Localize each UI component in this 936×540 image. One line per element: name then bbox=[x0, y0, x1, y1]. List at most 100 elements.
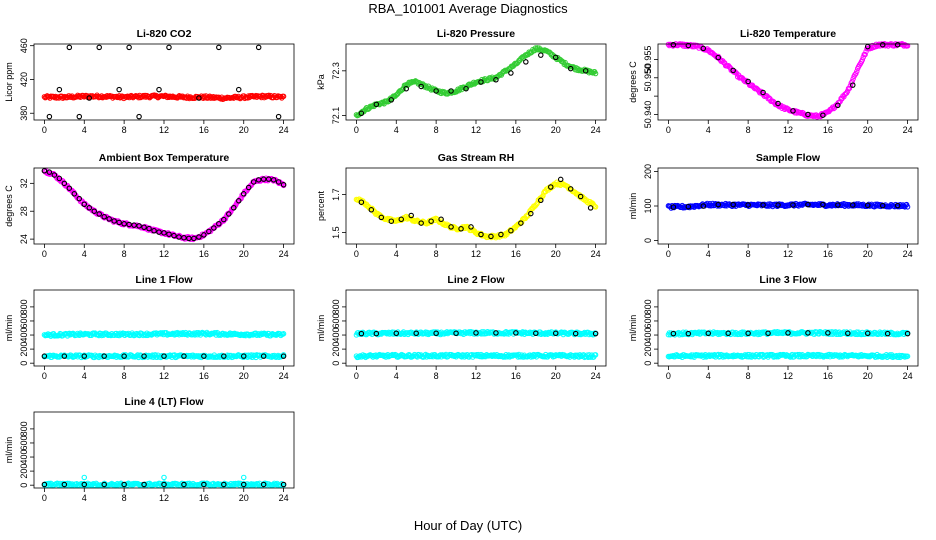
panel-title: Li-820 Pressure bbox=[437, 28, 515, 40]
y-tick-label: 0 bbox=[643, 361, 653, 366]
data-point bbox=[418, 83, 424, 90]
data-point bbox=[587, 205, 594, 211]
y-tick-label: 28 bbox=[19, 206, 29, 216]
data-point bbox=[864, 330, 871, 337]
y-tick-label: 0 bbox=[19, 483, 29, 488]
data-point bbox=[567, 65, 574, 72]
data-point bbox=[901, 353, 907, 359]
x-tick-label: 0 bbox=[354, 125, 359, 135]
data-point bbox=[533, 201, 540, 208]
data-point bbox=[81, 481, 88, 488]
data-point bbox=[181, 234, 187, 241]
data-point bbox=[433, 88, 439, 94]
panel-title: Line 2 Flow bbox=[447, 274, 505, 286]
data-point bbox=[76, 113, 83, 120]
y-tick-label: 200 bbox=[643, 164, 653, 179]
x-tick-label: 8 bbox=[122, 493, 127, 503]
data-point bbox=[216, 44, 222, 51]
x-tick-label: 8 bbox=[746, 125, 751, 135]
x-tick-label: 12 bbox=[783, 125, 793, 135]
series-1 bbox=[81, 474, 247, 481]
data-point bbox=[275, 179, 282, 185]
series-1 bbox=[670, 41, 901, 118]
panel-9: Line 4 (LT) Flow ml/min 0 4 8 12 16 20 24 0 200400… bbox=[4, 396, 295, 503]
data-point bbox=[280, 93, 287, 100]
x-tick-label: 24 bbox=[591, 371, 601, 381]
x-tick-label: 4 bbox=[82, 493, 87, 503]
data-point bbox=[186, 235, 192, 242]
y-tick-label: 32 bbox=[19, 178, 29, 188]
data-point bbox=[846, 85, 853, 92]
x-tick-label: 20 bbox=[863, 249, 873, 259]
data-point bbox=[260, 353, 267, 359]
y-tick-label: 0 bbox=[643, 238, 653, 243]
page-title: RBA_101001 Average Diagnostics bbox=[368, 1, 568, 16]
data-point bbox=[448, 88, 454, 94]
panel-3: Ambient Box Temperature degrees C 0 4 8 12 16 2… bbox=[4, 152, 295, 259]
data-point bbox=[146, 225, 152, 232]
series-2 bbox=[41, 481, 287, 488]
x-tick-label: 0 bbox=[42, 371, 47, 381]
data-point bbox=[879, 41, 886, 48]
data-point bbox=[280, 181, 287, 188]
y-tick-label: 380 bbox=[19, 106, 29, 121]
data-point bbox=[820, 201, 826, 208]
data-point bbox=[373, 101, 380, 108]
data-point bbox=[255, 44, 262, 51]
data-point bbox=[849, 78, 855, 85]
data-point bbox=[141, 353, 147, 359]
data-point bbox=[438, 216, 444, 223]
x-tick-label: 8 bbox=[122, 125, 127, 135]
data-point bbox=[825, 330, 831, 336]
data-point bbox=[725, 330, 731, 337]
panel-5: Sample Flow ml/min 0 4 8 12 16 20 24 0 100 200 bbox=[628, 152, 919, 259]
data-point bbox=[71, 191, 78, 197]
plot-frame bbox=[33, 43, 295, 121]
y-tick-label: 460 bbox=[19, 38, 29, 53]
x-tick-label: 16 bbox=[511, 125, 521, 135]
data-point bbox=[106, 216, 112, 222]
x-tick-label: 20 bbox=[239, 493, 249, 503]
x-tick-label: 8 bbox=[746, 249, 751, 259]
x-tick-label: 12 bbox=[159, 249, 169, 259]
panel-title: Line 4 (LT) Flow bbox=[124, 396, 204, 408]
data-point bbox=[141, 481, 147, 488]
series-0 bbox=[353, 351, 599, 361]
data-point bbox=[523, 59, 529, 65]
y-tick-label: 100 bbox=[643, 198, 653, 213]
data-point bbox=[413, 330, 419, 337]
data-point bbox=[540, 193, 546, 199]
data-point bbox=[850, 202, 856, 208]
data-point bbox=[221, 481, 227, 488]
data-point bbox=[538, 197, 544, 204]
data-point bbox=[86, 204, 93, 211]
x-tick-label: 16 bbox=[199, 249, 209, 259]
data-point bbox=[128, 482, 134, 488]
data-point bbox=[805, 330, 811, 336]
y-axis-label: percent bbox=[316, 190, 326, 221]
x-tick-label: 4 bbox=[82, 125, 87, 135]
x-tick-label: 16 bbox=[199, 371, 209, 381]
data-point bbox=[775, 202, 781, 208]
data-point bbox=[81, 353, 88, 359]
data-point bbox=[468, 224, 474, 230]
data-point bbox=[126, 221, 132, 228]
series-0 bbox=[665, 351, 911, 361]
data-point bbox=[805, 201, 811, 208]
data-point bbox=[463, 85, 469, 92]
y-tick-label: 600 bbox=[643, 313, 653, 328]
data-point bbox=[705, 330, 712, 337]
data-point bbox=[670, 330, 677, 337]
data-point bbox=[275, 113, 282, 120]
x-tick-label: 8 bbox=[122, 371, 127, 381]
data-point bbox=[116, 86, 122, 93]
data-point bbox=[151, 228, 157, 234]
data-point bbox=[51, 172, 58, 178]
data-point bbox=[448, 224, 454, 230]
data-point bbox=[280, 331, 287, 337]
y-tick-label: 400 bbox=[331, 328, 341, 343]
panel-title: Li-820 CO2 bbox=[137, 28, 192, 40]
data-point bbox=[760, 89, 766, 96]
data-point bbox=[388, 218, 395, 224]
y-tick-label: 800 bbox=[19, 421, 29, 436]
